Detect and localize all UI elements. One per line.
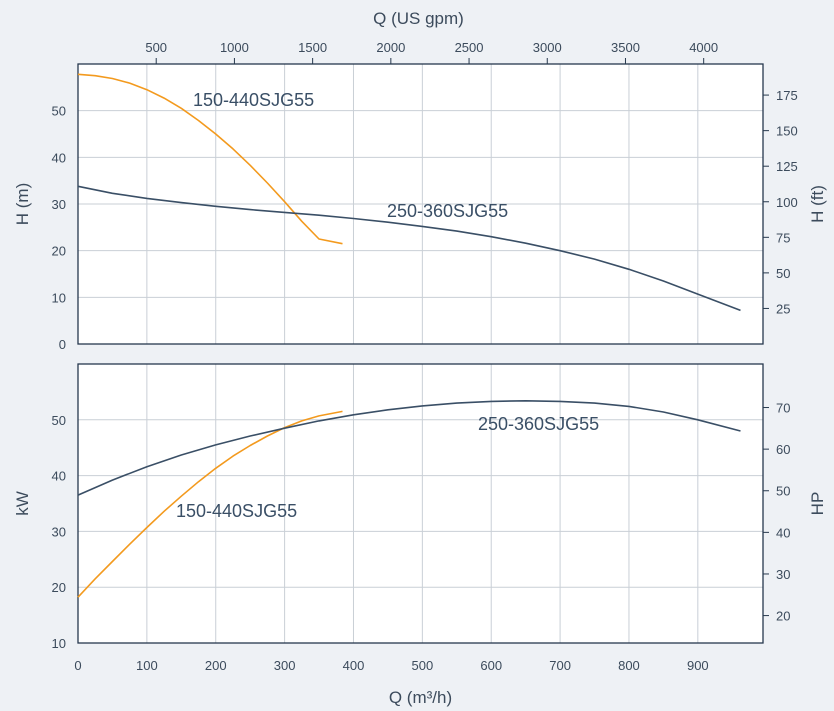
series-label-150-440SJG55: 150-440SJG55: [193, 90, 314, 110]
y-tick-label-head: 10: [52, 290, 66, 305]
x-tick-label: 200: [205, 658, 227, 673]
y2-tick-label-power: 50: [776, 484, 790, 499]
y-axis-title-power: kW: [13, 491, 32, 516]
y2-tick-label-head: 100: [776, 195, 798, 210]
y2-tick-label-power: 20: [776, 609, 790, 624]
y2-tick-label-power: 70: [776, 401, 790, 416]
x2-tick-label: 2500: [455, 40, 484, 55]
y2-tick-label-power: 60: [776, 442, 790, 457]
y-tick-label-head: 0: [59, 337, 66, 352]
y2-tick-label-power: 30: [776, 567, 790, 582]
x-tick-label: 0: [74, 658, 81, 673]
x-tick-label: 100: [136, 658, 158, 673]
y-tick-label-head: 30: [52, 197, 66, 212]
y-tick-label-head: 40: [52, 150, 66, 165]
y-tick-label-power: 30: [52, 524, 66, 539]
y2-tick-label-head: 75: [776, 230, 790, 245]
x-tick-label: 800: [618, 658, 640, 673]
x2-tick-label: 1000: [220, 40, 249, 55]
x2-tick-label: 3000: [533, 40, 562, 55]
x-tick-label: 600: [480, 658, 502, 673]
y-tick-label-head: 20: [52, 244, 66, 259]
x2-axis-title: Q (US gpm): [373, 9, 464, 28]
series-label-250-360SJG55: 250-360SJG55: [387, 201, 508, 221]
plot-frame-power: [77, 363, 764, 644]
y2-axis-title-power: HP: [808, 492, 827, 516]
x-tick-label: 500: [411, 658, 433, 673]
x-tick-label: 400: [343, 658, 365, 673]
y-tick-label-power: 40: [52, 469, 66, 484]
x2-tick-label: 1500: [298, 40, 327, 55]
series-line-150-440SJG55: [77, 410, 343, 598]
y-tick-label-power: 10: [52, 636, 66, 651]
x2-tick-label: 500: [145, 40, 167, 55]
y2-tick-label-power: 40: [776, 525, 790, 540]
y2-tick-label-head: 175: [776, 88, 798, 103]
y-axis-title-head: H (m): [13, 183, 32, 225]
y2-tick-label-head: 150: [776, 124, 798, 139]
y-tick-label-power: 20: [52, 580, 66, 595]
x-tick-label: 300: [274, 658, 296, 673]
y-tick-label-power: 50: [52, 413, 66, 428]
x2-tick-label: 4000: [689, 40, 718, 55]
y2-tick-label-head: 25: [776, 301, 790, 316]
plot-frame-head: [77, 63, 764, 345]
series-line-250-360SJG55: [77, 399, 741, 496]
x2-tick-label: 3500: [611, 40, 640, 55]
series-line-150-440SJG55: [77, 73, 343, 245]
plot-area-power: [78, 364, 763, 643]
y2-tick-label-head: 50: [776, 266, 790, 281]
series-label-150-440SJG55: 150-440SJG55: [176, 501, 297, 521]
x-axis-title: Q (m³/h): [389, 688, 452, 707]
x-tick-label: 700: [549, 658, 571, 673]
x2-tick-label: 2000: [376, 40, 405, 55]
series-line-250-360SJG55: [77, 185, 741, 312]
y-tick-label-head: 50: [52, 104, 66, 119]
series-label-250-360SJG55: 250-360SJG55: [478, 414, 599, 434]
y2-axis-title-head: H (ft): [808, 185, 827, 223]
y2-tick-label-head: 125: [776, 159, 798, 174]
x-tick-label: 900: [687, 658, 709, 673]
